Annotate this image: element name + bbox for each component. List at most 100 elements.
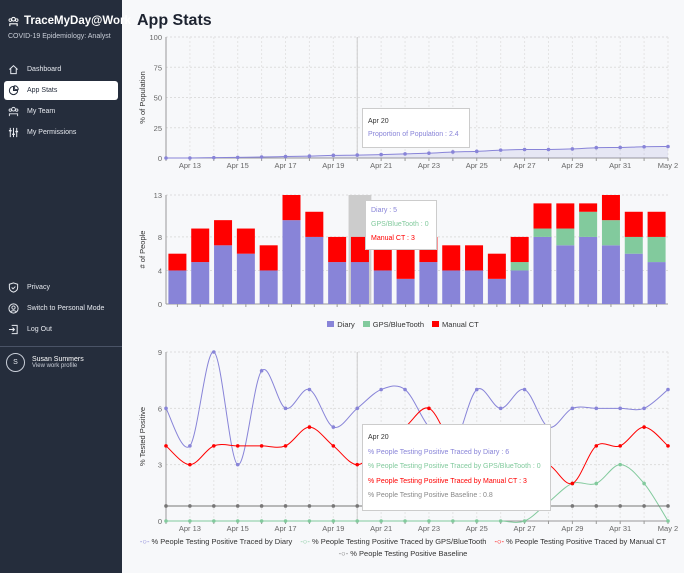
bar-gps-bluetooth [556,228,575,246]
data-point [355,406,360,411]
data-point [331,425,336,429]
sidebar-item-privacy[interactable]: Privacy [4,278,118,297]
data-point [307,504,312,508]
bar-diary [191,262,210,304]
sidebar-item-switch-mode[interactable]: Switch to Personal Mode [4,299,118,318]
data-point [259,504,264,508]
bar-diary [396,278,415,304]
data-point [307,519,312,523]
y-tick-label: 100 [149,33,162,42]
data-point [522,147,527,152]
bar-diary [259,270,278,304]
data-point [355,504,360,508]
data-point [331,504,336,508]
bar-gps-bluetooth [647,236,666,263]
data-point [164,444,168,448]
data-point [235,519,240,523]
legend-diary[interactable]: -○- % People Testing Positive Traced by … [139,537,293,546]
bar-manual-ct [259,245,278,271]
legend-manual[interactable]: Manual CT [432,320,479,329]
data-point [212,444,216,448]
data-point [283,504,288,508]
data-point [164,519,168,523]
bar-manual-ct [236,228,255,254]
bar-manual-ct [214,220,233,246]
legend-gps[interactable]: -○- % People Testing Positive Traced by … [300,537,487,546]
data-point [666,504,670,508]
bar-manual-ct [328,236,347,263]
data-point [570,147,575,151]
bar-manual-ct [624,211,643,237]
tooltip-line: GPS/BlueTooth : 0 [371,221,429,228]
data-point [522,519,527,523]
sidebar-item-my-team[interactable]: My Team [4,102,118,121]
data-point [188,156,192,160]
data-point [307,387,312,392]
bar-diary [419,262,438,304]
x-tick-label: May 2 [658,161,678,170]
tooltip-line: % People Testing Positive Traced by GPS/… [368,463,541,470]
y-tick-label: 0 [158,154,162,163]
y-axis-label: # of People [138,231,147,269]
view-profile-link[interactable]: View work profile [32,363,78,369]
pie-chart-icon [8,85,19,96]
legend-gps[interactable]: GPS/BlueTooth [362,320,424,329]
bar-diary [214,245,233,304]
data-point [474,519,479,523]
bar-diary [442,270,461,304]
sidebar: TraceMyDay@Work COVID-19 Epidemiology: A… [0,0,131,573]
legend-manual[interactable]: -○- % People Testing Positive Traced by … [494,537,667,546]
legend-diary[interactable]: Diary [327,320,355,329]
line-legend: -○- % People Testing Positive Traced by … [122,537,684,558]
x-tick-label: Apr 25 [466,524,488,533]
bar-diary [373,270,392,304]
tooltip-line: % People Testing Positive Traced by Diar… [368,448,510,456]
x-tick-label: Apr 23 [418,161,440,170]
sidebar-item-app-stats[interactable]: App Stats [4,81,118,100]
bar-manual-ct [465,245,484,271]
legend-baseline[interactable]: -○- % People Testing Positive Baseline [338,549,468,558]
x-tick-label: Apr 13 [179,524,201,533]
series-line [165,407,669,485]
data-point [188,444,192,448]
positive-tooltip: Apr 20 % People Testing Positive Traced … [362,424,551,511]
data-point [283,519,288,523]
sidebar-item-log-out[interactable]: Log Out [4,320,118,339]
sidebar-item-my-permissions[interactable]: My Permissions [4,123,118,142]
x-tick-label: Apr 15 [227,161,249,170]
x-tick-label: Apr 17 [274,524,296,533]
tooltip-title: Apr 20 [368,434,389,441]
bar-manual-ct [442,245,461,271]
sidebar-item-label: Log Out [27,326,52,333]
x-tick-label: Apr 25 [466,161,488,170]
data-point [546,147,551,152]
data-point [594,145,599,150]
x-tick-label: Apr 19 [322,161,344,170]
tooltip-line: Proportion of Population : 2.4 [368,131,459,138]
data-point [618,145,622,150]
data-point [212,350,216,354]
data-point [642,406,646,411]
data-point [403,152,407,156]
population-tooltip: Apr 20 Proportion of Population : 2.4 [362,108,470,148]
data-point [427,406,431,411]
data-point [164,504,168,508]
bar-gps-bluetooth [533,228,552,237]
y-tick-label: 75 [154,63,162,72]
user-profile[interactable]: S Susan Summers View work profile [6,353,84,372]
brand[interactable]: TraceMyDay@Work [8,15,131,27]
y-axis-label: % of Population [138,71,147,124]
sidebar-item-dashboard[interactable]: Dashboard [4,60,118,79]
bar-diary [624,253,643,304]
bar-diary [487,278,506,304]
data-point [379,387,383,392]
data-point [474,387,479,392]
bar-manual-ct [282,195,301,221]
data-point [235,444,240,448]
data-point [594,444,599,448]
home-icon [9,64,18,75]
data-point [259,519,264,523]
bar-manual-ct [533,203,552,229]
data-point [666,444,670,448]
bar-diary [350,262,369,304]
